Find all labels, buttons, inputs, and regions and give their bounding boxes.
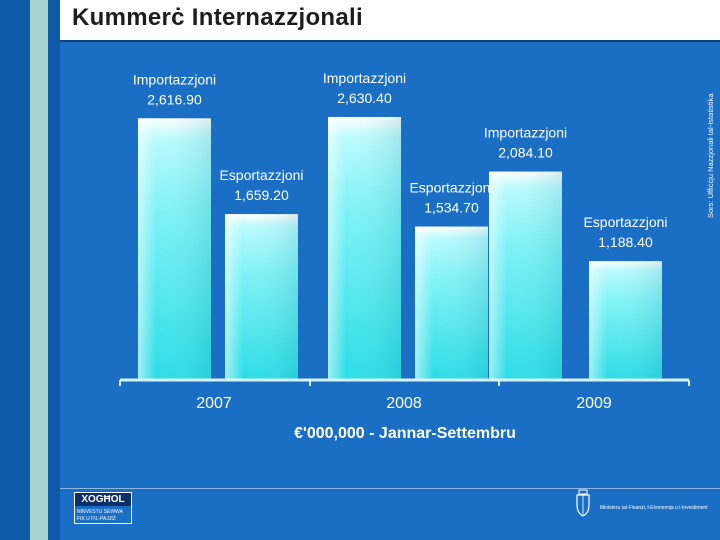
- title-band: [60, 0, 720, 40]
- ministry-name: Ministeru tal-Finanzi, l-Ekonomija u l-I…: [600, 505, 708, 511]
- side-stripe-accent: [30, 0, 48, 540]
- x-tick-label-2007: 2007: [196, 395, 232, 412]
- series-label-esportazzjoni-2007: Esportazzjoni: [219, 167, 303, 183]
- logo-main-text: XOGĦOL: [75, 493, 131, 506]
- bar-shading-esportazzjoni-2008: [415, 226, 488, 380]
- crest-icon: [576, 489, 590, 517]
- data-label-importazzjoni-2009: 2,084.10: [498, 145, 553, 161]
- series-label-importazzjoni-2008: Importazzjoni: [323, 70, 406, 86]
- x-axis-label: €'000,000 - Jannar-Settembru: [294, 425, 516, 442]
- data-label-esportazzjoni-2009: 1,188.40: [598, 234, 653, 250]
- xoghol-logo: XOGĦOL NINVESTU SEWWA FIK U FIL-PAJJIŻ: [74, 492, 132, 524]
- series-label-importazzjoni-2009: Importazzjoni: [484, 125, 567, 141]
- data-label-importazzjoni-2008: 2,630.40: [337, 90, 392, 106]
- bar-shading-importazzjoni-2009: [489, 171, 562, 380]
- title-divider: [60, 40, 720, 42]
- bar-shading-esportazzjoni-2009: [589, 261, 662, 380]
- logo-line-2: FIK U FIL-PAJJIŻ: [77, 516, 116, 522]
- data-label-esportazzjoni-2007: 1,659.20: [234, 187, 289, 203]
- series-label-esportazzjoni-2008: Esportazzjoni: [409, 180, 493, 196]
- footer-divider: [60, 488, 720, 489]
- x-tick-label-2009: 2009: [576, 395, 612, 412]
- bar-shading-importazzjoni-2008: [328, 116, 401, 381]
- bar-shading-esportazzjoni-2007: [225, 214, 298, 380]
- data-label-esportazzjoni-2008: 1,534.70: [424, 200, 479, 216]
- bar-shading-importazzjoni-2007: [138, 118, 211, 380]
- series-label-importazzjoni-2007: Importazzjoni: [133, 71, 216, 87]
- x-tick-label-2008: 2008: [386, 395, 422, 412]
- logo-line-1: NINVESTU SEWWA: [77, 509, 123, 515]
- page-title: Kummerċ Internazzjonali: [72, 4, 363, 31]
- series-label-esportazzjoni-2009: Esportazzjoni: [583, 214, 667, 230]
- data-label-importazzjoni-2007: 2,616.90: [147, 91, 202, 107]
